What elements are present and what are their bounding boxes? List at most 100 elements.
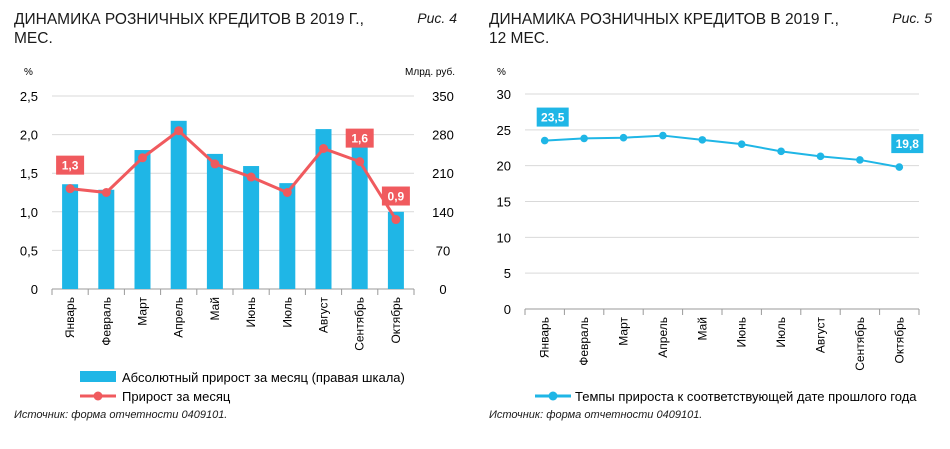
x-tick-label: Март xyxy=(136,297,150,326)
data-label: 1,6 xyxy=(351,132,368,146)
x-tick-label: Июнь xyxy=(735,317,749,348)
left-tick-label: 1,5 xyxy=(20,166,38,181)
right-axis-unit: Млрд. руб. xyxy=(405,66,455,78)
line-point xyxy=(816,152,825,161)
bar xyxy=(170,120,187,289)
data-label: 23,5 xyxy=(541,111,565,125)
data-label-box xyxy=(536,107,569,127)
x-tick-label: Март xyxy=(617,317,631,346)
x-tick-label: Январь xyxy=(63,297,77,338)
line-series xyxy=(544,134,900,169)
legend-label: Темпы прироста к соответствующей дате пр… xyxy=(575,389,917,404)
source-note: Источник: форма отчетности 0409101. xyxy=(14,409,228,421)
y-tick-label: 20 xyxy=(497,159,511,174)
line-point xyxy=(856,156,864,164)
line-point xyxy=(174,126,184,136)
legend-line-marker xyxy=(548,391,558,401)
x-tick-label: Сентябрь xyxy=(853,317,867,371)
line-point xyxy=(319,143,328,153)
line-point xyxy=(355,157,365,167)
x-tick-label: Январь xyxy=(538,317,552,358)
line-point xyxy=(777,147,785,156)
chart-title: ДИНАМИКА РОЗНИЧНЫХ КРЕДИТОВ В 2019 Г., М… xyxy=(14,11,364,47)
data-label: 1,3 xyxy=(62,159,79,173)
bar xyxy=(387,211,404,289)
axis-unit: % xyxy=(497,67,506,78)
data-label-box xyxy=(891,134,924,154)
x-tick-label: Октябрь xyxy=(389,297,403,344)
data-label-box xyxy=(56,155,85,175)
chart-panel-right: ДИНАМИКА РОЗНИЧНЫХ КРЕДИТОВ В 2019 Г., 1… xyxy=(475,0,950,449)
x-tick-label: Февраль xyxy=(577,317,591,366)
x-tick-label: Февраль xyxy=(99,297,113,346)
x-tick-label: Июнь xyxy=(244,297,258,328)
legend-line-marker xyxy=(93,391,103,401)
legend-label: Абсолютный прирост за месяц (правая шкал… xyxy=(122,370,405,385)
data-label-box xyxy=(381,186,410,206)
left-tick-label: 2,5 xyxy=(20,89,38,104)
left-tick-label: 1,0 xyxy=(20,205,38,220)
line-series xyxy=(69,128,398,221)
line-point xyxy=(282,188,292,197)
chart-retail-loans-12m: % 0 5 10 15 20 25 30 Январь Февраль Март Апрель Май И… xyxy=(497,67,924,404)
data-label: 19,8 xyxy=(896,137,920,151)
figure-label: Рис. 4 xyxy=(417,10,457,26)
source-note: Источник: форма отчетности 0409101. xyxy=(489,409,703,421)
bar xyxy=(134,150,151,289)
bar xyxy=(98,189,115,289)
y-tick-label: 10 xyxy=(497,230,511,245)
y-tick-label: 15 xyxy=(497,195,511,210)
left-tick-label: 0,5 xyxy=(20,243,38,258)
right-tick-label: 350 xyxy=(432,89,454,104)
x-tick-label: Октябрь xyxy=(892,317,906,364)
x-tick-label: Август xyxy=(814,317,828,354)
data-label: 0,9 xyxy=(388,190,405,204)
x-tick-label: Август xyxy=(317,297,331,334)
chart-retail-loans-monthly: % Млрд. руб. 0 0,5 1,0 1,5 2,0 2,5 0 70 140 210 280 3… xyxy=(20,66,455,404)
line-point xyxy=(138,153,147,163)
right-tick-label: 280 xyxy=(432,128,454,143)
bar xyxy=(351,141,368,289)
left-axis-unit: % xyxy=(24,67,33,78)
line-point xyxy=(391,215,401,225)
chart-panel-left: ДИНАМИКА РОЗНИЧНЫХ КРЕДИТОВ В 2019 Г., М… xyxy=(14,10,457,421)
x-tick-label: Май xyxy=(695,317,709,341)
line-point xyxy=(246,172,256,182)
right-tick-label: 70 xyxy=(436,243,450,258)
right-tick-label: 140 xyxy=(432,205,454,220)
line-point xyxy=(619,133,628,142)
bar xyxy=(279,183,296,289)
line-point xyxy=(895,163,904,171)
line-point xyxy=(737,140,746,148)
bar xyxy=(315,129,332,289)
x-tick-label: Апрель xyxy=(172,297,186,338)
legend-bar-swatch xyxy=(80,371,116,382)
y-tick-label: 5 xyxy=(504,266,511,281)
line-point xyxy=(580,134,588,143)
right-tick-label: 0 xyxy=(439,282,446,297)
figure-label: Рис. 5 xyxy=(892,10,932,26)
legend-label: Прирост за месяц xyxy=(122,389,231,404)
left-tick-label: 2,0 xyxy=(20,128,38,143)
x-tick-label: Сентябрь xyxy=(353,297,367,351)
y-tick-label: 0 xyxy=(504,302,511,317)
data-label-box xyxy=(345,128,374,148)
line-point xyxy=(659,131,667,140)
bar xyxy=(62,184,79,289)
bar xyxy=(206,153,223,289)
line-point xyxy=(210,159,220,169)
x-tick-label: Апрель xyxy=(656,317,670,358)
line-point xyxy=(65,184,75,194)
bar xyxy=(243,166,260,289)
line-point xyxy=(698,136,707,144)
line-point xyxy=(540,136,549,145)
x-tick-label: Июль xyxy=(280,297,294,328)
right-tick-label: 210 xyxy=(432,166,454,181)
line-point xyxy=(101,188,111,197)
left-tick-label: 0 xyxy=(31,282,38,297)
y-tick-label: 25 xyxy=(497,123,511,138)
y-tick-label: 30 xyxy=(497,87,511,102)
x-tick-label: Июль xyxy=(774,317,788,348)
chart-title: ДИНАМИКА РОЗНИЧНЫХ КРЕДИТОВ В 2019 Г., 1… xyxy=(489,11,839,47)
x-tick-label: Май xyxy=(208,297,222,321)
